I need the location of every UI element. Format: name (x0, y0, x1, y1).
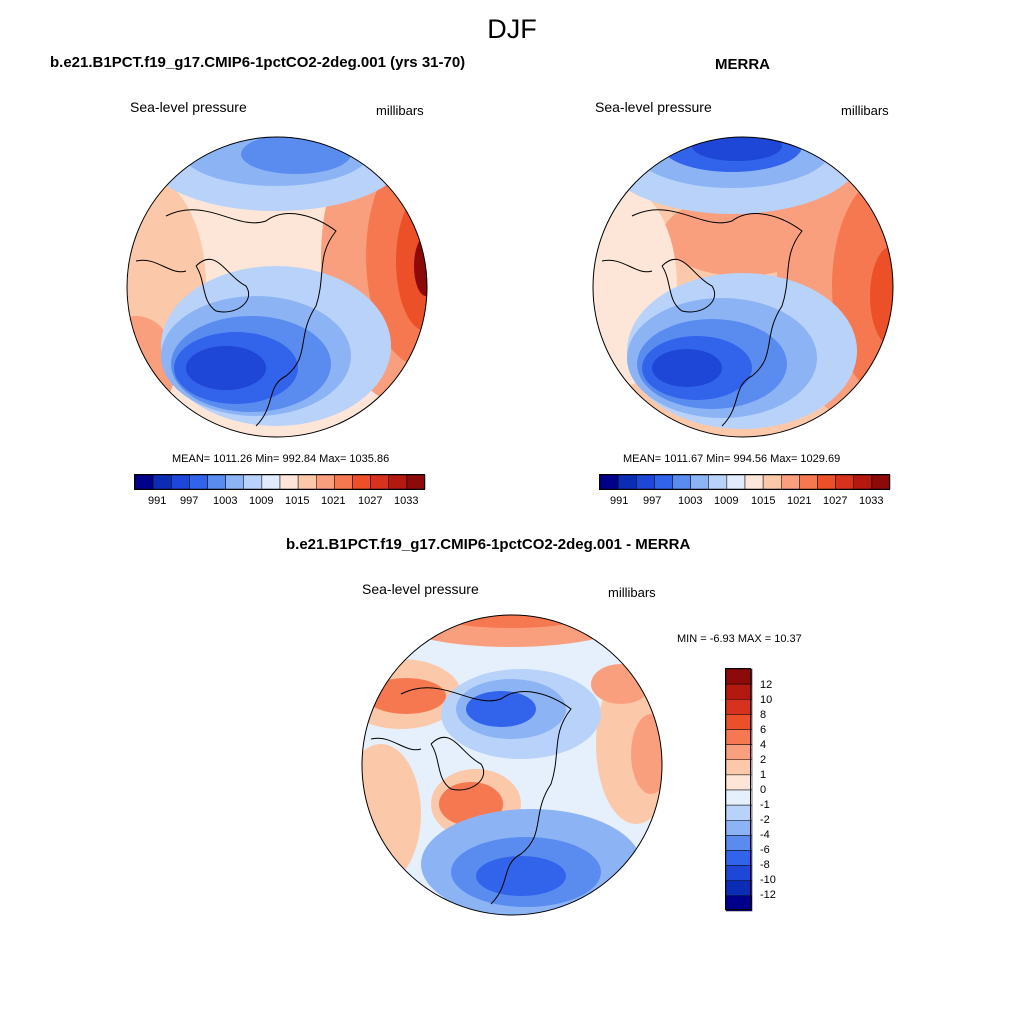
cbar3-tick: -4 (760, 829, 770, 841)
panel-2-title: MERRA (715, 56, 770, 73)
cbar1-tick: 1015 (285, 495, 310, 507)
colorbar-swatch (672, 474, 691, 490)
colorbar-swatch (725, 759, 753, 776)
colorbar-swatch (725, 699, 753, 715)
colorbar-swatch (690, 474, 709, 490)
colorbar-swatch (261, 474, 281, 490)
colorbar-swatch (279, 474, 299, 490)
panel-2-stats: MEAN= 1011.67 Min= 994.56 Max= 1029.69 (623, 453, 841, 465)
colorbar-swatch (799, 474, 818, 490)
panel-3-colorbar (725, 668, 753, 912)
colorbar-swatch (370, 474, 389, 490)
cbar1-tick: 997 (180, 495, 199, 507)
colorbar-swatch (725, 880, 753, 897)
panel-3-title: b.e21.B1PCT.f19_g17.CMIP6-1pctCO2-2deg.0… (286, 536, 691, 553)
colorbar-swatch (725, 729, 753, 745)
colorbar-swatch (781, 474, 800, 490)
cbar1-tick: 1027 (358, 495, 383, 507)
colorbar-swatch (406, 474, 426, 490)
colorbar-swatch (334, 474, 353, 490)
panel-3-units: millibars (608, 585, 656, 600)
panel-2-variable: Sea-level pressure (595, 99, 712, 115)
colorbar-swatch (725, 668, 753, 685)
cbar3-tick: -8 (760, 859, 770, 871)
cbar3-tick: -6 (760, 844, 770, 856)
cbar3-tick: 2 (760, 754, 767, 766)
cbar2-tick: 991 (610, 495, 629, 507)
cbar3-tick: -12 (760, 889, 776, 901)
colorbar-swatch (871, 474, 891, 490)
cbar3-tick: 1 (760, 769, 767, 781)
cbar3-tick: 6 (760, 724, 767, 736)
cbar1-tick: 1033 (394, 495, 419, 507)
colorbar-swatch (134, 474, 154, 490)
colorbar-swatch (725, 774, 753, 791)
cbar3-tick: 4 (760, 739, 767, 751)
cbar2-tick: 1027 (823, 495, 848, 507)
cbar1-tick: 1009 (249, 495, 274, 507)
colorbar-swatch (171, 474, 190, 490)
colorbar-swatch (725, 820, 753, 836)
panel-1-stats: MEAN= 1011.26 Min= 992.84 Max= 1035.86 (172, 453, 390, 465)
colorbar-swatch (297, 474, 317, 490)
panel-1-units: millibars (376, 103, 424, 118)
cbar2-tick: 1009 (714, 495, 739, 507)
colorbar-swatch (243, 474, 263, 490)
panel-2-colorbar (599, 474, 891, 490)
colorbar-swatch (744, 474, 764, 490)
panel-3-stats: MIN = -6.93 MAX = 10.37 (677, 633, 802, 645)
colorbar-swatch (725, 865, 753, 881)
colorbar-swatch (352, 474, 371, 490)
figure-title: DJF (487, 14, 537, 44)
panel-3-variable: Sea-level pressure (362, 581, 479, 597)
cbar2-tick: 1003 (678, 495, 703, 507)
colorbar-swatch (654, 474, 673, 490)
panel-2-map (592, 136, 894, 438)
colorbar-swatch (152, 474, 172, 490)
cbar1-tick: 1003 (213, 495, 238, 507)
cbar2-tick: 1021 (787, 495, 812, 507)
cbar2-tick: 997 (643, 495, 662, 507)
cbar3-tick: 12 (760, 679, 773, 691)
panel-3-map (361, 614, 663, 916)
cbar3-tick: 0 (760, 784, 767, 796)
colorbar-swatch (388, 474, 408, 490)
colorbar-swatch (189, 474, 208, 490)
cbar3-tick: 8 (760, 709, 767, 721)
colorbar-swatch (225, 474, 244, 490)
colorbar-swatch (725, 683, 753, 700)
colorbar-swatch (762, 474, 782, 490)
cbar3-tick: 10 (760, 694, 773, 706)
colorbar-swatch (725, 744, 753, 760)
panel-2-units: millibars (841, 103, 889, 118)
colorbar-swatch (726, 474, 746, 490)
colorbar-swatch (617, 474, 637, 490)
colorbar-swatch (725, 714, 753, 730)
colorbar-swatch (853, 474, 873, 490)
cbar1-tick: 1021 (321, 495, 346, 507)
colorbar-swatch (725, 789, 753, 806)
colorbar-swatch (599, 474, 619, 490)
colorbar-swatch (817, 474, 836, 490)
cbar2-tick: 1033 (859, 495, 884, 507)
colorbar-swatch (636, 474, 655, 490)
colorbar-swatch (725, 835, 753, 851)
colorbar-swatch (725, 850, 753, 866)
colorbar-swatch (708, 474, 728, 490)
cbar3-tick: -2 (760, 814, 770, 826)
colorbar-swatch (316, 474, 335, 490)
panel-1-colorbar (134, 474, 426, 490)
colorbar-swatch (725, 895, 753, 912)
cbar3-tick: -10 (760, 874, 776, 886)
panel-1-title: b.e21.B1PCT.f19_g17.CMIP6-1pctCO2-2deg.0… (50, 54, 466, 71)
colorbar-swatch (207, 474, 226, 490)
cbar2-tick: 1015 (751, 495, 776, 507)
panel-1-map (126, 136, 428, 438)
cbar3-tick: -1 (760, 799, 770, 811)
colorbar-swatch (725, 804, 753, 821)
colorbar-swatch (835, 474, 854, 490)
panel-1-variable: Sea-level pressure (130, 99, 247, 115)
cbar1-tick: 991 (148, 495, 167, 507)
